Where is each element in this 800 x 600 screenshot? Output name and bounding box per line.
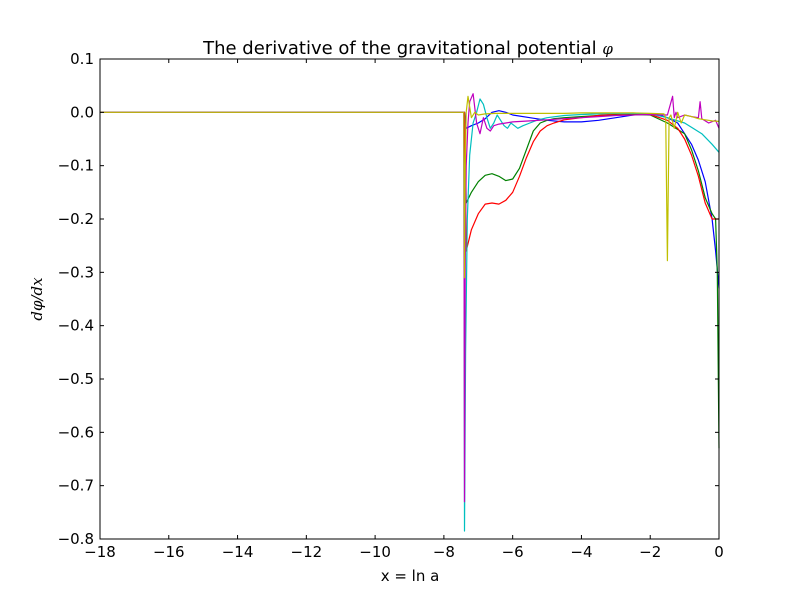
series-line-3 [100, 111, 719, 252]
y-tick-label: −0.8 [58, 530, 94, 548]
x-tick-label: 0 [714, 543, 724, 561]
y-tick-label: 0.1 [70, 50, 94, 68]
x-tick-label: −14 [222, 543, 254, 561]
y-tick-label: 0.0 [70, 103, 94, 121]
x-tick-label: −10 [359, 543, 391, 561]
chart-title-text: The derivative of the gravitational pote… [202, 38, 602, 59]
y-tick-label: −0.2 [58, 210, 94, 228]
series-line-2 [100, 111, 720, 449]
ticks-layer: −18 −16 −14 −12 −10 −8 −6 −4 −2 0 0.1 0.0 −0.1 −0.2 −0… [58, 50, 724, 561]
y-axis-label: dφ/dx [28, 277, 46, 321]
y-tick-label: −0.4 [58, 317, 94, 335]
series-layer [100, 93, 720, 532]
y-tick-label: −0.3 [58, 263, 94, 281]
x-tick-label: −4 [570, 543, 592, 561]
x-tick-label: −16 [153, 543, 185, 561]
plot-frame [99, 58, 720, 540]
x-tick-label: −2 [639, 543, 661, 561]
plot-area: −18 −16 −14 −12 −10 −8 −6 −4 −2 0 0.1 0.0 −0.1 −0.2 −0… [58, 50, 724, 561]
x-tick-label: −18 [84, 543, 116, 561]
y-tick-label: −0.7 [58, 477, 94, 495]
chart-title: The derivative of the gravitational pote… [202, 38, 613, 59]
series-line-6 [100, 95, 720, 279]
series-line-1 [100, 110, 720, 289]
y-tick-label: −0.1 [58, 157, 94, 175]
x-tick-label: −12 [291, 543, 323, 561]
y-tick-label: −0.5 [58, 370, 94, 388]
chart-title-symbol: φ [602, 40, 613, 58]
plot-background [100, 59, 719, 539]
y-tick-label: −0.6 [58, 423, 94, 441]
x-axis-label: x = ln a [381, 567, 440, 585]
x-tick-label: −6 [502, 543, 524, 561]
x-tick-label: −8 [433, 543, 455, 561]
